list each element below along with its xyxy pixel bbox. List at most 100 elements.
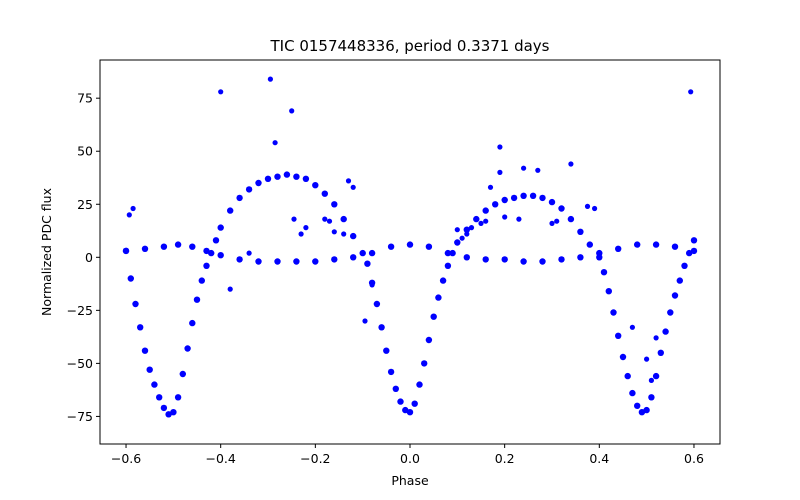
- data-point: [463, 254, 470, 261]
- data-point: [539, 258, 546, 265]
- data-point: [373, 300, 381, 308]
- data-point: [387, 368, 395, 376]
- data-point: [302, 175, 310, 182]
- data-point: [322, 216, 328, 222]
- data-point: [624, 372, 631, 380]
- data-point: [648, 377, 655, 383]
- y-tick-label: 25: [77, 197, 93, 212]
- data-point: [501, 256, 508, 263]
- data-point: [653, 335, 659, 341]
- data-point: [657, 349, 664, 356]
- x-tick-label: 0.0: [400, 451, 420, 466]
- data-point: [554, 218, 560, 224]
- data-point: [236, 194, 243, 202]
- data-point: [539, 194, 546, 202]
- data-point: [227, 207, 234, 214]
- data-point: [688, 89, 694, 95]
- data-point: [227, 286, 233, 292]
- data-point: [146, 366, 153, 373]
- data-point: [331, 229, 337, 235]
- data-point: [289, 108, 295, 114]
- data-point: [690, 247, 698, 255]
- data-point: [497, 169, 503, 175]
- data-point: [392, 385, 399, 392]
- data-point: [165, 411, 172, 418]
- data-point: [132, 300, 139, 308]
- data-point: [340, 215, 347, 223]
- data-point: [378, 324, 385, 331]
- data-point: [421, 360, 428, 367]
- data-point: [577, 228, 584, 235]
- data-point: [529, 192, 537, 199]
- data-point: [643, 406, 650, 414]
- data-point: [516, 216, 522, 222]
- data-point: [203, 247, 210, 255]
- data-point: [497, 144, 503, 150]
- data-point: [359, 249, 366, 257]
- data-point: [454, 239, 461, 246]
- data-point: [179, 370, 186, 378]
- y-tick-label: −25: [67, 303, 93, 318]
- data-point: [610, 309, 617, 316]
- data-point: [577, 254, 584, 261]
- data-point: [141, 347, 149, 354]
- data-point: [600, 269, 608, 276]
- x-tick-label: 0.6: [684, 451, 704, 466]
- data-point: [303, 225, 309, 231]
- data-point: [444, 249, 452, 257]
- data-point: [652, 372, 660, 380]
- plot-frame: [99, 59, 721, 445]
- data-point: [605, 288, 612, 295]
- data-point: [463, 226, 470, 233]
- data-point: [548, 198, 556, 206]
- data-point: [468, 225, 475, 231]
- data-point: [298, 231, 304, 237]
- data-point: [478, 220, 484, 226]
- data-point: [217, 224, 224, 231]
- data-point: [615, 245, 622, 252]
- data-point: [293, 258, 300, 265]
- data-point: [586, 241, 593, 248]
- data-point: [501, 196, 508, 204]
- data-point: [151, 381, 158, 388]
- data-point: [584, 203, 591, 209]
- data-point: [218, 89, 224, 95]
- data-point: [644, 356, 650, 362]
- data-point: [629, 389, 636, 397]
- data-point: [160, 404, 168, 412]
- data-point: [681, 262, 688, 269]
- data-point: [137, 324, 144, 331]
- data-point: [487, 184, 494, 190]
- data-point: [350, 184, 356, 190]
- data-point: [345, 178, 352, 184]
- y-tick-label: 75: [77, 91, 93, 106]
- data-point: [264, 175, 272, 182]
- data-point: [255, 179, 262, 187]
- x-tick-label: −0.4: [206, 451, 236, 466]
- data-point: [406, 409, 414, 416]
- data-point: [596, 249, 603, 257]
- data-point: [592, 205, 598, 212]
- data-points: [122, 76, 698, 418]
- y-tick-label: 0: [85, 250, 93, 265]
- data-point: [520, 258, 527, 265]
- data-point: [671, 292, 679, 299]
- x-tick-label: 0.4: [589, 451, 609, 466]
- data-point: [416, 381, 423, 388]
- data-point: [619, 353, 627, 361]
- data-point: [411, 400, 418, 407]
- data-point: [291, 216, 297, 222]
- chart-title: TIC 0157448336, period 0.3371 days: [269, 37, 549, 55]
- data-point: [267, 76, 273, 82]
- data-point: [368, 249, 376, 257]
- data-point: [174, 241, 182, 248]
- data-point: [193, 296, 201, 303]
- data-point: [671, 243, 679, 250]
- x-tick-label: −0.2: [300, 451, 330, 466]
- data-point: [510, 194, 518, 202]
- data-point: [558, 205, 565, 212]
- x-tick-label: 0.2: [495, 451, 515, 466]
- data-point: [425, 336, 433, 344]
- data-point: [492, 201, 499, 208]
- data-point: [520, 192, 527, 199]
